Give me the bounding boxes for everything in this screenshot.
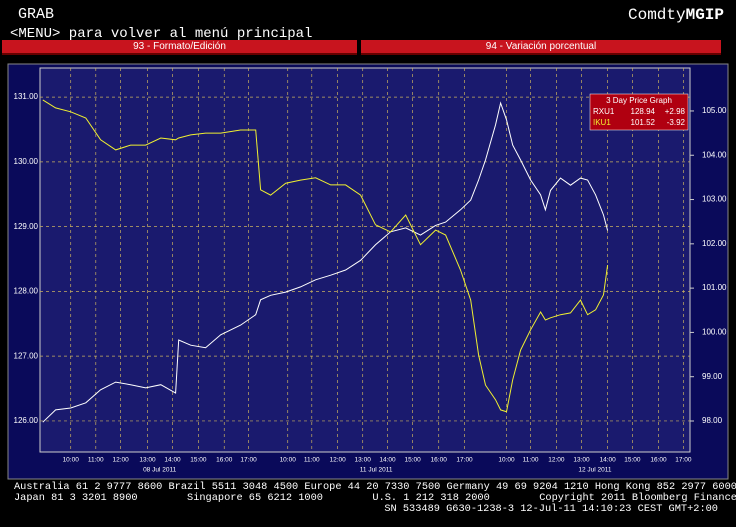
legend-name: RXU1 [593,107,615,116]
x-tick-label: 16:00 [216,457,233,464]
legend-last: 101.52 [631,118,656,127]
tab[interactable]: 93 - Formato/Edición [2,40,357,55]
menu-hint: <MENU> para volver al menú principal [10,26,313,40]
footer-line: Australia 61 2 9777 8600 Brazil 5511 304… [14,481,736,493]
y-tick-label: 129.00 [14,222,39,231]
y-tick-label: 126.00 [14,416,39,425]
x-tick-label: 15:00 [404,457,421,464]
y2-tick-label: 98.00 [702,416,723,425]
x-tick-label: 11:00 [88,457,104,464]
y2-tick-label: 101.00 [702,283,727,292]
x-group-label: 12 Jul 2011 [578,467,612,474]
legend-change: +2.98 [665,107,686,116]
footer-line: SN 533489 G630-1238-3 12-Jul-11 14:10:23… [384,503,718,515]
y-tick-label: 131.00 [14,92,39,101]
x-group-label: 11 Jul 2011 [360,467,393,474]
legend-box [589,93,689,131]
tab[interactable]: 94 - Variación porcentual [361,40,721,55]
market: Comdty [627,6,686,24]
function-code: ComdtyMGIP [628,6,724,24]
x-tick-label: 10:00 [280,457,297,464]
y-tick-label: 128.00 [14,287,39,296]
chart: 126.00 127.00 128.00 129.00 130.00 131.00 98.0… [7,63,729,480]
y2-tick-label: 102.00 [702,239,727,248]
x-tick-label: 12:00 [112,457,129,464]
x-tick-label: 16:00 [650,457,667,464]
x-tick-label: 13:00 [139,457,156,464]
legend-last: 128.94 [631,107,656,116]
y2-tick-label: 105.00 [702,106,727,115]
x-tick-label: 11:00 [523,457,539,464]
series-line [42,101,609,423]
code: MGIP [685,6,724,24]
series-line [42,99,609,413]
legend-change: -3.92 [667,118,686,127]
legend: 3 Day Price Graph RXU1 128.94 +2.98 IKU1 101.… [589,93,689,131]
y2-tick-label: 104.00 [702,150,727,159]
screen-name: GRAB [18,6,55,23]
x-tick-label: 17:00 [675,457,692,464]
x-tick-label: 12:00 [548,457,565,464]
y-tick-label: 127.00 [14,351,39,360]
x-tick-label: 14:00 [164,457,181,464]
x-tick-label: 17:00 [456,457,473,464]
y2-tick-label: 99.00 [702,372,723,381]
y-tick-label: 130.00 [14,157,39,166]
x-tick-label: 14:00 [599,457,616,464]
y2-tick-label: 100.00 [702,328,727,337]
x-tick-label: 12:00 [329,457,346,464]
y2-tick-label: 103.00 [702,195,727,204]
x-tick-label: 17:00 [240,457,257,464]
x-tick-label: 15:00 [624,457,641,464]
x-tick-label: 10:00 [498,457,515,464]
footer-line: Japan 81 3 3201 8900 Singapore 65 6212 1… [14,492,736,504]
x-tick-label: 10:00 [63,457,80,464]
x-tick-label: 13:00 [355,457,372,464]
x-tick-label: 13:00 [573,457,590,464]
x-tick-label: 14:00 [379,457,396,464]
legend-title: 3 Day Price Graph [606,96,672,105]
legend-name: IKU1 [593,118,611,127]
x-group-label: 08 Jul 2011 [143,467,177,474]
x-tick-label: 11:00 [304,457,320,464]
x-tick-label: 15:00 [190,457,207,464]
x-tick-label: 16:00 [431,457,448,464]
